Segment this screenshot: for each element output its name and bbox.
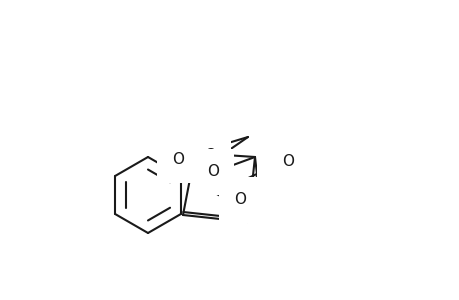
Text: O: O — [203, 148, 216, 163]
Text: O: O — [281, 154, 293, 169]
Text: O: O — [207, 164, 218, 179]
Text: O: O — [271, 163, 283, 178]
Text: O: O — [234, 193, 246, 208]
Text: O: O — [172, 152, 184, 167]
